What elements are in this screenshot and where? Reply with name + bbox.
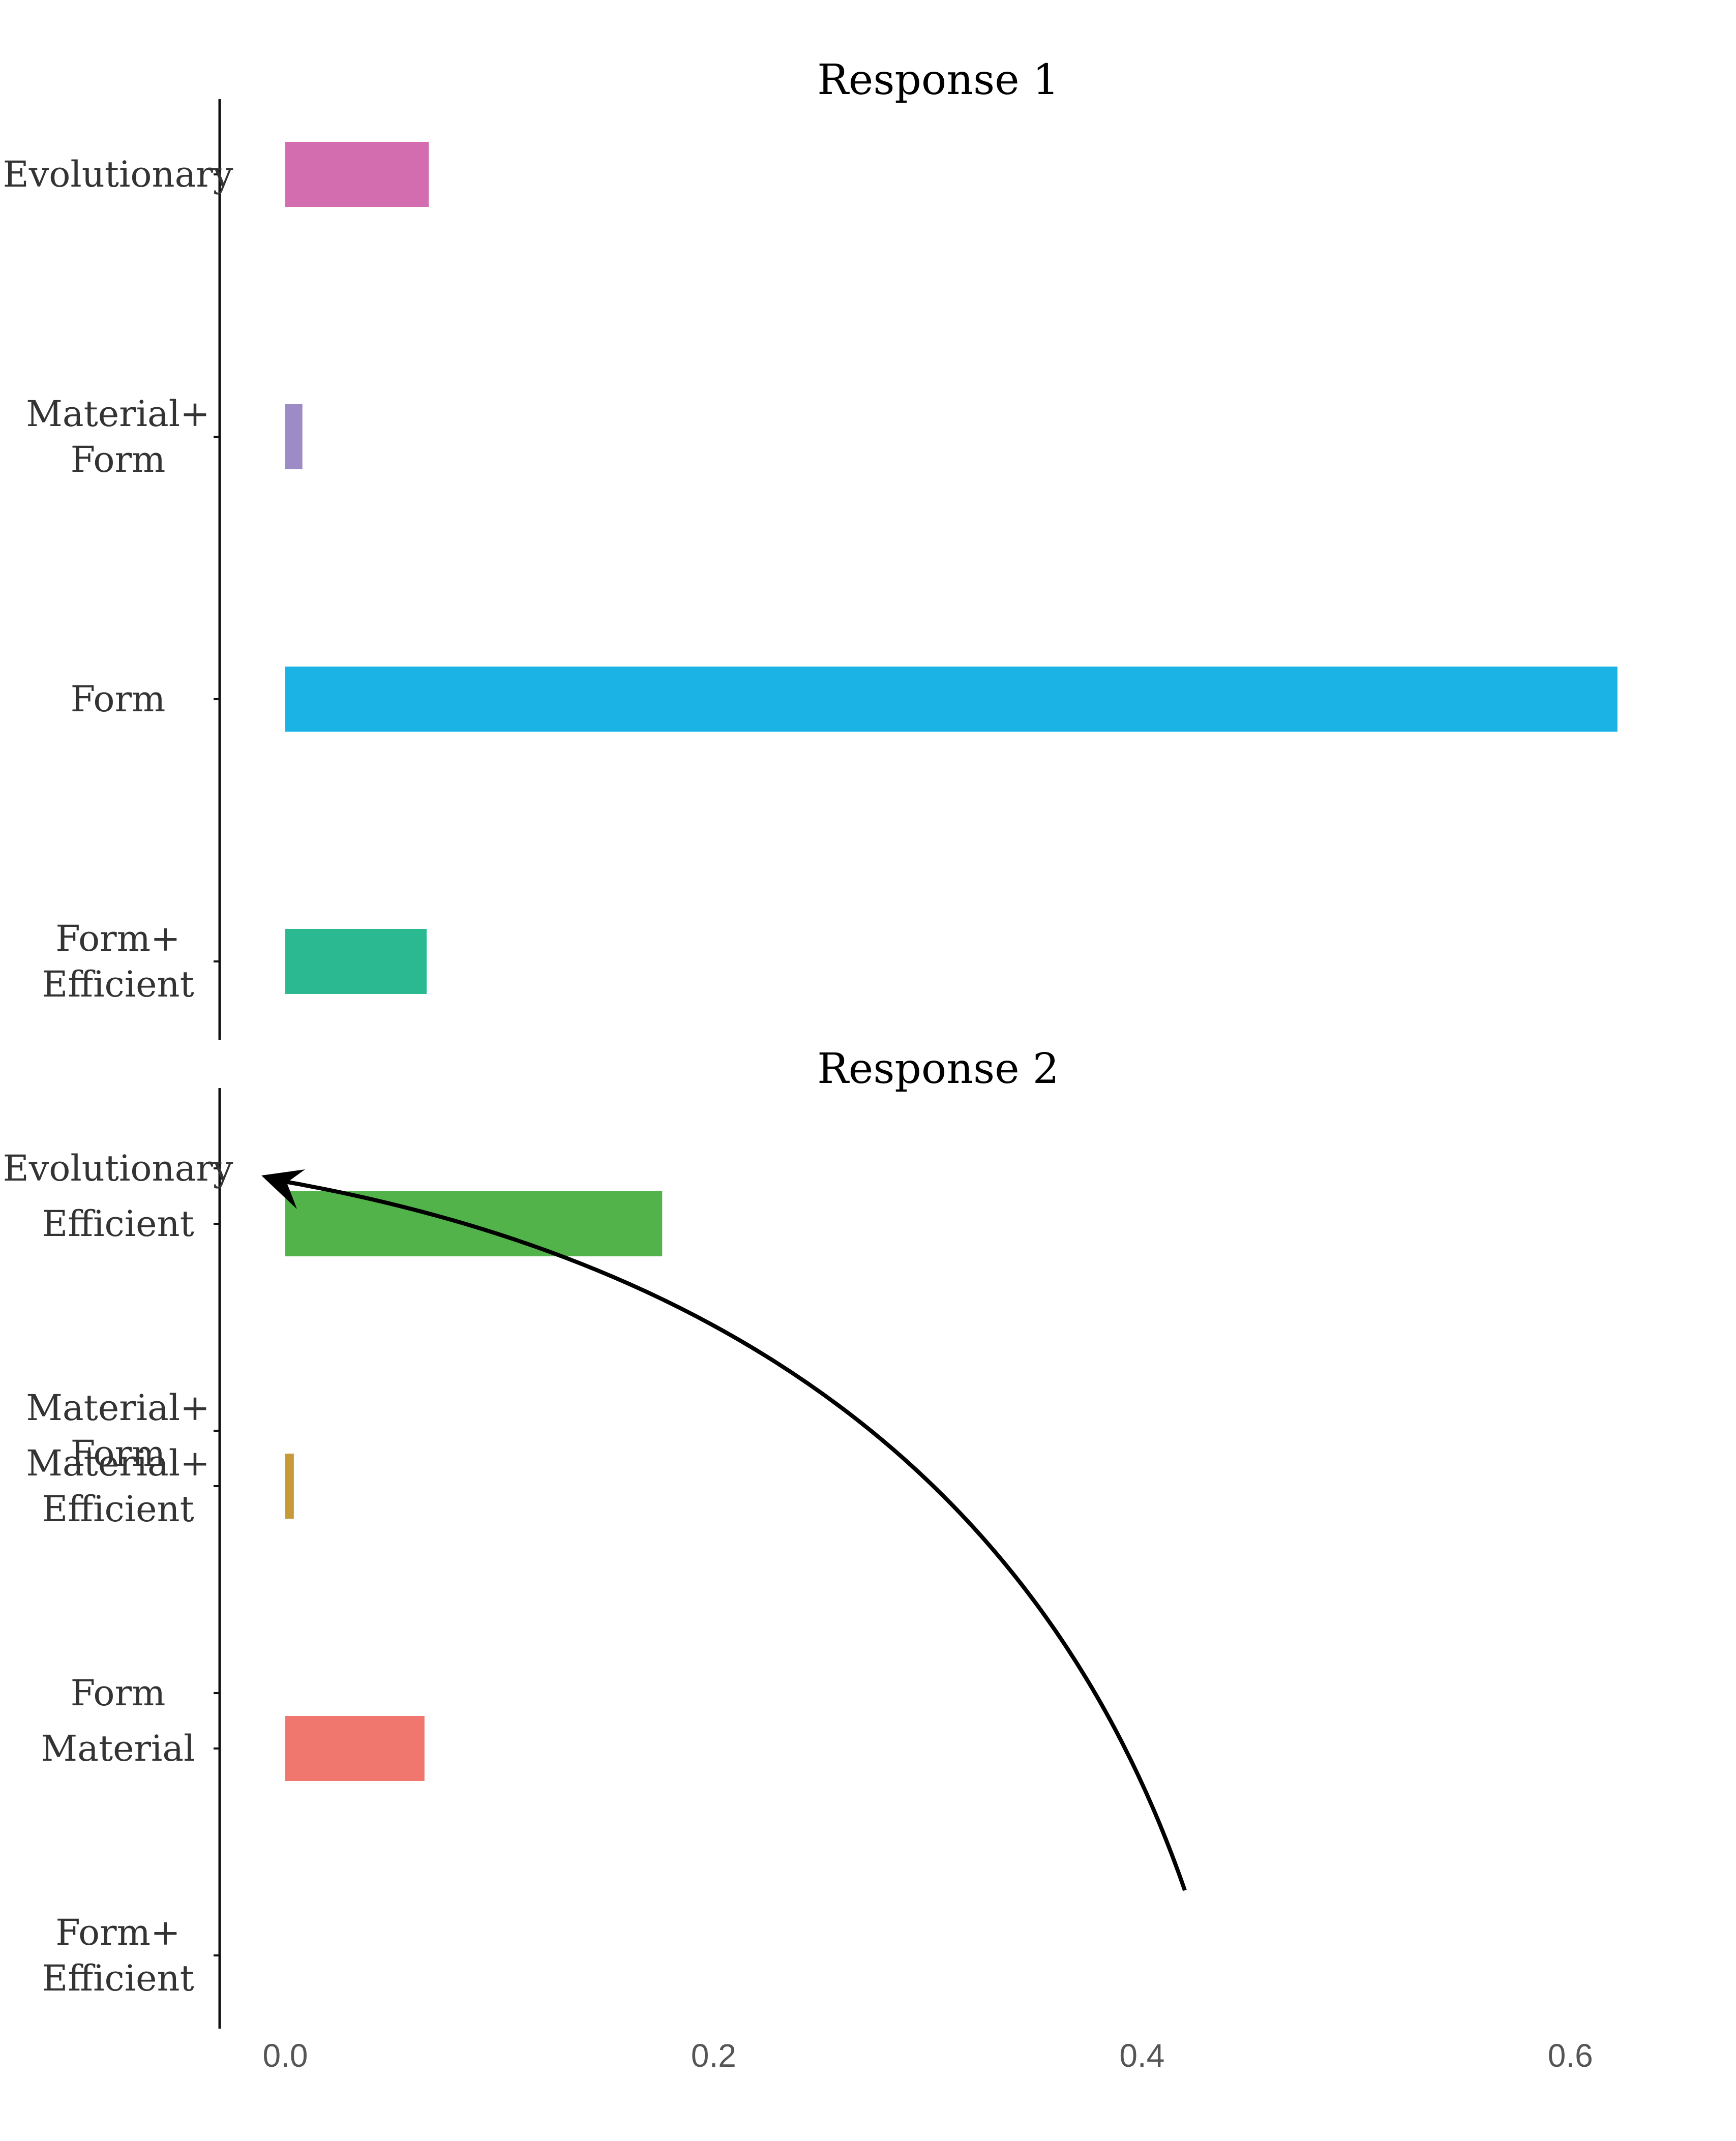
category-label: Form — [71, 1672, 166, 1714]
bar — [285, 667, 1618, 732]
category-label: Form — [71, 678, 166, 720]
bar — [285, 1454, 294, 1519]
panel-title: Response 1 — [817, 56, 1059, 104]
bar — [285, 142, 429, 207]
category-label: Evolutionary — [3, 1148, 233, 1189]
arrowhead-icon — [261, 1169, 305, 1209]
x-tick-label: 0.0 — [263, 2037, 308, 2074]
category-label: Material+ Efficient — [26, 1442, 210, 1530]
bar — [285, 929, 427, 994]
annotation-arrow — [273, 1178, 1187, 1891]
x-tick-label: 0.2 — [691, 2037, 736, 2074]
category-label: Material — [41, 1728, 195, 1769]
bar — [285, 1716, 425, 1781]
x-tick-label: 0.6 — [1548, 2037, 1593, 2074]
category-label: Evolutionary — [3, 154, 233, 195]
category-label: Form+ Efficient — [42, 1912, 194, 1999]
panel-title: Response 2 — [817, 1045, 1059, 1093]
x-tick-label: 0.4 — [1119, 2037, 1164, 2074]
category-label: Material+ Form — [26, 393, 210, 480]
category-label: Efficient — [42, 1203, 194, 1245]
bar — [285, 404, 303, 469]
bar — [285, 1191, 663, 1256]
category-label: Material+ Form — [26, 1387, 210, 1474]
category-label: Form+ Efficient — [42, 918, 194, 1005]
